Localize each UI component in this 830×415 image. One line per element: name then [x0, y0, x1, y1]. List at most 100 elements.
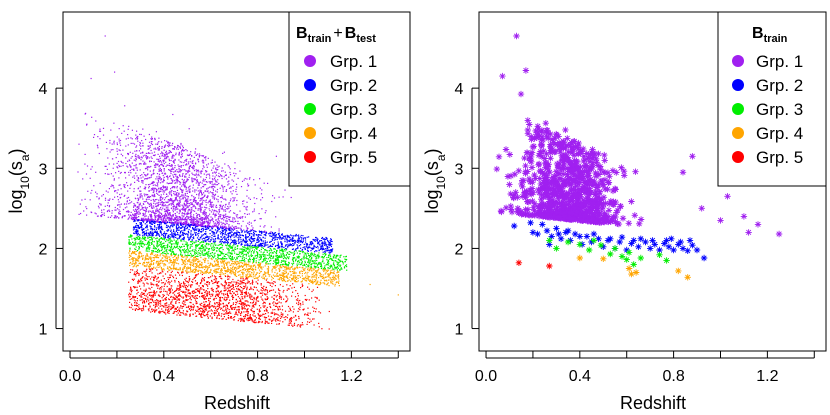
left-point-grp2 — [160, 223, 162, 225]
left-point-grp1 — [117, 199, 119, 201]
left-point-grp3 — [288, 251, 290, 253]
left-point-grp2 — [195, 229, 197, 231]
left-point-grp1 — [233, 198, 235, 200]
left-point-grp1 — [118, 209, 120, 211]
left-point-grp1 — [246, 201, 248, 203]
left-point-grp1 — [115, 172, 117, 174]
left-point-grp3 — [206, 251, 208, 253]
left-point-grp1 — [167, 142, 169, 144]
left-point-grp2 — [152, 222, 154, 224]
left-point-grp3 — [331, 259, 333, 261]
left-point-grp1 — [221, 167, 223, 169]
left-point-grp2 — [237, 231, 239, 233]
left-point-grp1 — [197, 153, 199, 155]
left-point-grp2 — [163, 221, 165, 223]
left-point-grp1 — [107, 191, 109, 193]
left-point-grp2 — [301, 242, 303, 244]
left-point-grp3 — [308, 255, 311, 257]
left-point-grp1 — [118, 170, 120, 172]
left-point-grp3 — [185, 249, 187, 252]
left-point-grp2 — [234, 232, 236, 235]
left-point-grp3 — [277, 255, 279, 257]
left-point-grp3 — [205, 252, 207, 255]
left-point-grp1 — [237, 222, 239, 225]
left-point-grp1 — [212, 192, 214, 194]
left-point-grp3 — [222, 258, 224, 260]
left-point-grp1 — [124, 184, 126, 186]
left-point-grp1 — [129, 187, 131, 189]
left-point-grp2 — [136, 220, 138, 222]
left-point-grp1 — [210, 225, 212, 228]
left-point-grp1 — [204, 194, 206, 196]
left-point-grp1 — [180, 223, 183, 225]
left-point-grp3 — [158, 248, 160, 250]
left-point-grp2 — [310, 242, 312, 244]
left-point-grp1 — [222, 190, 224, 192]
left-point-grp2 — [327, 240, 329, 242]
left-point-grp1 — [182, 147, 184, 149]
left-point-grp3 — [164, 247, 166, 249]
left-point-grp3 — [210, 245, 212, 247]
left-point-grp2 — [176, 229, 178, 231]
left-point-grp1 — [172, 211, 174, 213]
left-point-grp1 — [107, 202, 109, 204]
left-point-grp2 — [259, 243, 262, 246]
left-point-grp2 — [164, 234, 167, 236]
left-point-grp1 — [163, 180, 165, 182]
left-point-grp1 — [160, 178, 163, 180]
left-point-grp1 — [217, 179, 219, 181]
left-point-grp2 — [207, 236, 209, 238]
left-point-grp1 — [245, 225, 247, 227]
left-point-grp1 — [106, 210, 108, 213]
left-point-grp1 — [250, 229, 252, 231]
left-point-grp3 — [188, 254, 190, 257]
left-point-grp3 — [174, 253, 176, 256]
left-point-grp2 — [322, 244, 324, 246]
left-point-grp2 — [331, 249, 333, 251]
left-point-grp3 — [315, 258, 317, 260]
left-point-grp1 — [151, 217, 153, 220]
left-point-grp2 — [144, 234, 146, 236]
left-point-grp1 — [204, 216, 207, 218]
left-point-grp2 — [289, 237, 291, 239]
left-point-grp2 — [170, 225, 172, 227]
left-point-grp3 — [193, 242, 196, 244]
left-point-grp1 — [126, 200, 128, 202]
left-point-grp1 — [218, 210, 221, 212]
left-point-grp1 — [221, 196, 223, 198]
left-point-grp2 — [310, 247, 312, 249]
left-point-grp2 — [216, 231, 218, 233]
left-point-grp1 — [193, 222, 195, 224]
left-point-grp1 — [135, 212, 137, 214]
left-point-grp2 — [132, 229, 135, 231]
left-point-grp2 — [205, 240, 207, 242]
left-point-grp1 — [169, 222, 171, 224]
left-point-grp2 — [296, 248, 298, 250]
left-point-grp1 — [176, 146, 178, 148]
left-point-grp1 — [162, 165, 164, 167]
left-point-grp2 — [136, 229, 138, 231]
left-point-grp1 — [161, 189, 163, 191]
left-point-grp2 — [147, 229, 149, 231]
left-point-grp1 — [139, 175, 141, 177]
left-point-grp2 — [288, 235, 290, 237]
left-point-grp1 — [190, 151, 192, 153]
left-point-grp3 — [165, 239, 168, 241]
left-point-grp1 — [83, 210, 85, 212]
left-point-grp1 — [162, 185, 164, 187]
left-point-grp1 — [158, 170, 160, 172]
left-point-grp1 — [214, 172, 216, 174]
left-point-grp3 — [317, 256, 319, 258]
left-point-grp1 — [243, 179, 245, 181]
left-point-grp2 — [176, 229, 179, 231]
left-point-grp1 — [93, 136, 95, 138]
left-point-grp1 — [159, 196, 161, 199]
left-point-grp1 — [167, 210, 169, 212]
left-point-grp1 — [185, 173, 188, 175]
left-point-grp1 — [176, 195, 178, 197]
left-point-grp2 — [295, 234, 297, 236]
left-point-grp1 — [136, 145, 138, 147]
left-point-grp3 — [185, 251, 187, 253]
left-point-grp2 — [183, 232, 185, 234]
left-point-grp1 — [131, 162, 133, 164]
